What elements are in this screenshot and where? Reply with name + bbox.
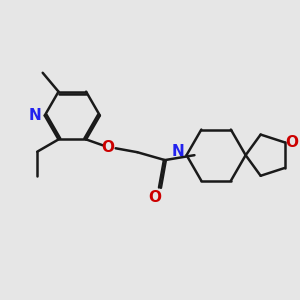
Text: N: N (28, 108, 41, 123)
Text: O: O (285, 135, 298, 150)
Text: O: O (101, 140, 114, 155)
Text: N: N (171, 144, 184, 159)
Text: O: O (148, 190, 161, 205)
